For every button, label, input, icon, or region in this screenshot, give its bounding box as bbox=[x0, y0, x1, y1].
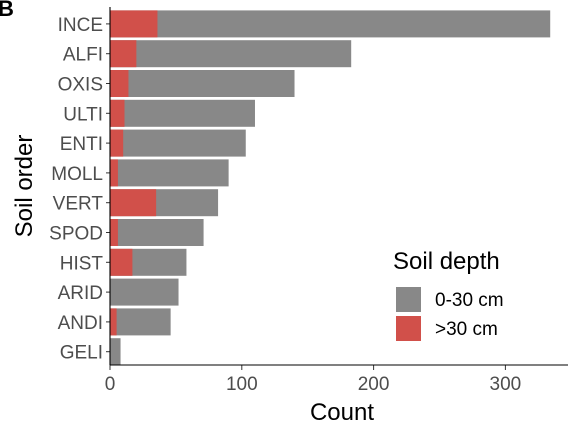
legend-label-shallow: 0-30 cm bbox=[435, 290, 504, 311]
y-tick-label-oxis: OXIS bbox=[58, 75, 103, 96]
bar-shallow-ince bbox=[110, 10, 551, 38]
bar-deep-ulti bbox=[110, 99, 125, 127]
bar-shallow-alfi bbox=[110, 40, 352, 68]
x-axis-ticks: 0 100 200 300 bbox=[105, 365, 522, 395]
y-tick-label-ince: INCE bbox=[58, 15, 103, 36]
panel-label: B bbox=[0, 0, 14, 21]
y-tick-label-alfi: ALFI bbox=[63, 45, 103, 66]
y-tick-label-geli: GELI bbox=[60, 343, 103, 364]
y-tick-label-andi: ANDI bbox=[58, 313, 103, 334]
bar-shallow-enti bbox=[110, 129, 246, 157]
bar-deep-andi bbox=[110, 308, 117, 336]
legend: Soil depth 0-30 cm >30 cm bbox=[393, 248, 504, 341]
legend-title: Soil depth bbox=[393, 248, 500, 275]
y-tick-label-arid: ARID bbox=[58, 283, 103, 304]
bar-deep-enti bbox=[110, 129, 124, 157]
x-axis-title: Count bbox=[310, 399, 374, 426]
bar-deep-hist bbox=[110, 248, 133, 276]
legend-swatch-deep bbox=[396, 316, 421, 341]
y-tick-label-vert: VERT bbox=[53, 194, 104, 215]
x-tick-label: 100 bbox=[226, 374, 258, 395]
y-tick-label-hist: HIST bbox=[60, 253, 104, 274]
y-tick-label-enti: ENTI bbox=[60, 134, 103, 155]
legend-label-deep: >30 cm bbox=[435, 319, 498, 340]
y-axis-title: Soil order bbox=[11, 135, 38, 238]
bar-shallow-moll bbox=[110, 159, 229, 187]
bar-shallow-oxis bbox=[110, 70, 295, 97]
y-axis-ticks: INCE ALFI OXIS ULTI ENTI MOLL VERT SPOD HIST ARID… bbox=[49, 15, 110, 364]
bar-deep-vert bbox=[110, 189, 157, 217]
bar-shallow-arid bbox=[110, 278, 179, 306]
bar-shallow-ulti bbox=[110, 99, 255, 127]
bar-deep-spod bbox=[110, 219, 118, 246]
bar-shallow-geli bbox=[110, 338, 121, 366]
bar-deep-moll bbox=[110, 159, 118, 187]
y-tick-label-moll: MOLL bbox=[51, 164, 103, 185]
legend-swatch-shallow bbox=[396, 287, 421, 312]
x-tick-label: 0 bbox=[105, 374, 116, 395]
bar-deep-oxis bbox=[110, 70, 129, 97]
bar-deep-ince bbox=[110, 10, 158, 38]
y-tick-label-spod: SPOD bbox=[49, 224, 103, 245]
y-tick-label-ulti: ULTI bbox=[63, 104, 103, 125]
x-tick-label: 300 bbox=[490, 374, 522, 395]
bar-deep-alfi bbox=[110, 40, 137, 68]
bar-shallow-spod bbox=[110, 219, 204, 246]
x-tick-label: 200 bbox=[358, 374, 390, 395]
bar-shallow-andi bbox=[110, 308, 171, 336]
plot-area bbox=[110, 10, 551, 366]
